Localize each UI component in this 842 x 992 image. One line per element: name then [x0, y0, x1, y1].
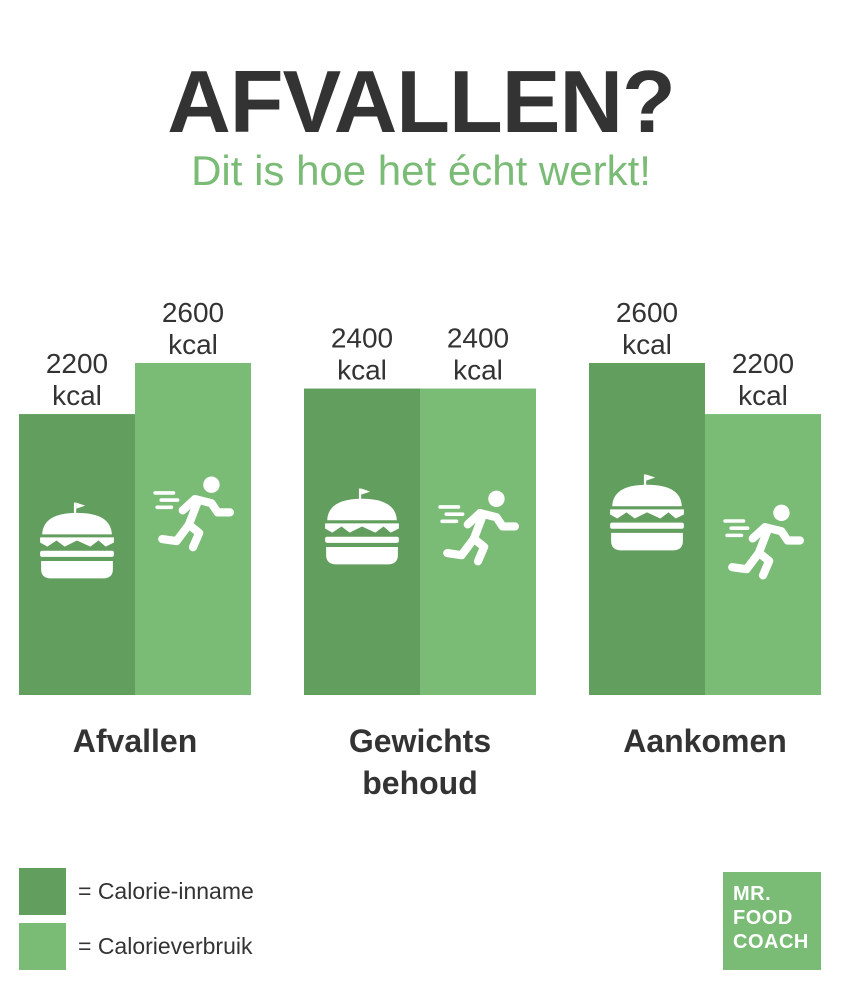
legend-label-expenditure: = Calorieverbruik	[78, 933, 253, 959]
data-label-value: 2600	[616, 297, 678, 328]
bar-chart: 2200kcal2600kcalAfvallen2400kcal2400kcal…	[19, 297, 821, 801]
page-subtitle: Dit is hoe het écht werkt!	[191, 147, 651, 194]
data-label-unit: kcal	[738, 380, 788, 411]
category-label: Gewichts	[349, 723, 491, 759]
legend-item-expenditure: = Calorieverbruik	[19, 923, 253, 970]
legend-label-intake: = Calorie-inname	[78, 878, 254, 904]
legend-swatch-intake	[19, 868, 66, 915]
category-label: behoud	[362, 765, 478, 801]
page-title: AFVALLEN?	[167, 52, 676, 151]
mr-food-coach-logo: MR. FOOD COACH	[723, 872, 821, 970]
data-label-unit: kcal	[168, 329, 218, 360]
logo-line-1: MR.	[733, 883, 772, 905]
category-label: Afvallen	[73, 723, 197, 759]
data-label-value: 2400	[331, 323, 393, 354]
logo-line-2: FOOD	[733, 907, 793, 929]
legend-item-intake: = Calorie-inname	[19, 868, 254, 915]
category-label: Aankomen	[623, 723, 787, 759]
data-label-unit: kcal	[622, 329, 672, 360]
data-label-value: 2400	[447, 323, 509, 354]
data-label-unit: kcal	[52, 380, 102, 411]
data-label-value: 2200	[46, 348, 108, 379]
data-label-unit: kcal	[337, 355, 387, 386]
data-label-value: 2200	[732, 348, 794, 379]
logo-line-3: COACH	[733, 931, 809, 953]
data-label-unit: kcal	[453, 355, 503, 386]
data-label-value: 2600	[162, 297, 224, 328]
legend-swatch-expenditure	[19, 923, 66, 970]
bar-intake	[589, 363, 705, 695]
